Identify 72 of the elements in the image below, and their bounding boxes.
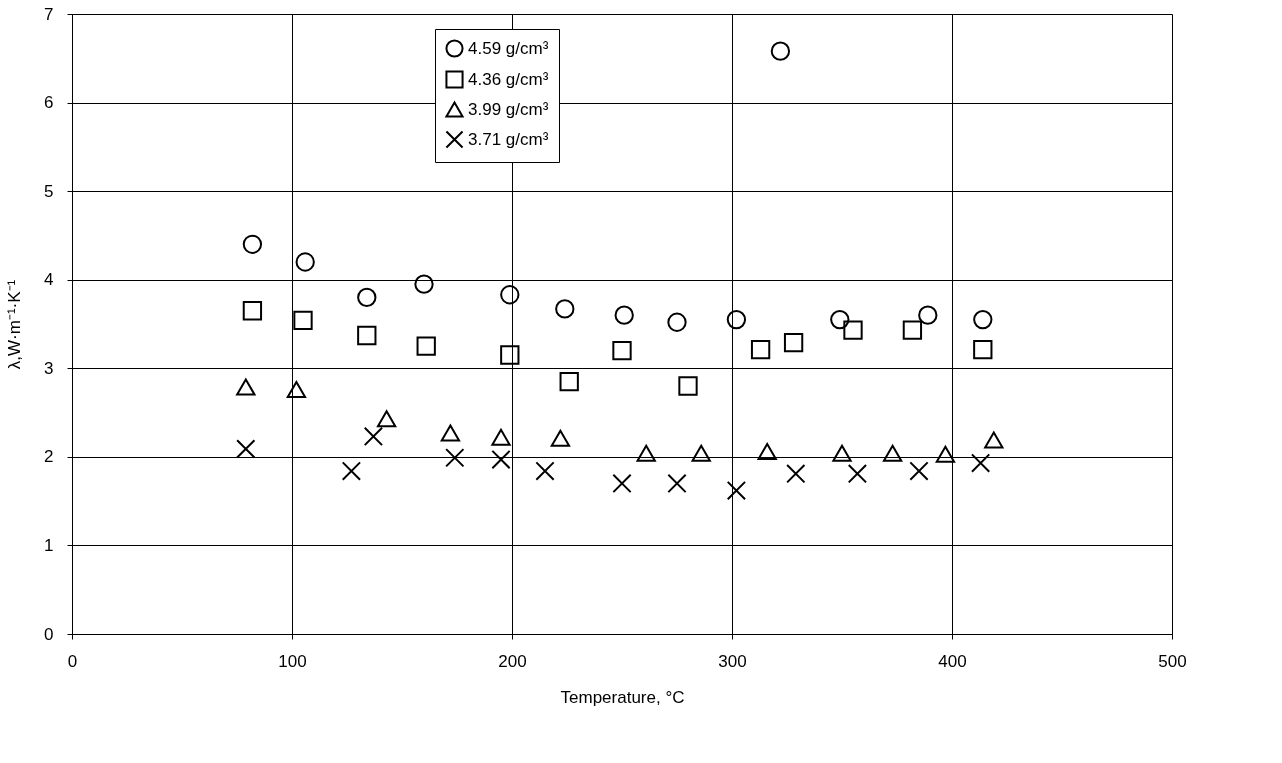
point: [500, 285, 520, 305]
point: [973, 309, 993, 330]
point: [757, 443, 777, 461]
point: [902, 320, 923, 340]
point: [236, 439, 256, 459]
point: [341, 461, 362, 481]
point: [918, 305, 938, 325]
y-tick-label: 7: [44, 4, 54, 24]
point: [770, 41, 791, 61]
point: [612, 340, 632, 361]
point: [295, 252, 315, 272]
point: [445, 448, 465, 468]
y-tick-label: 5: [44, 181, 54, 201]
point: [832, 444, 852, 462]
point: [414, 274, 434, 294]
point: [667, 312, 687, 332]
point: [786, 464, 806, 484]
legend-label: 3.99 g/cm³: [468, 99, 549, 119]
point: [678, 376, 698, 396]
point: [242, 301, 263, 321]
x-tick-label: 300: [718, 651, 747, 671]
point: [614, 305, 634, 325]
x-tick-label: 500: [1158, 651, 1187, 671]
y-tick-label: 6: [44, 93, 54, 113]
point: [612, 473, 632, 494]
point: [491, 428, 511, 446]
point: [535, 461, 555, 481]
x-tick-label: 200: [498, 651, 527, 671]
point: [416, 336, 436, 356]
point: [357, 325, 377, 346]
point: [843, 320, 863, 340]
point: [973, 340, 993, 360]
point: [236, 378, 256, 396]
point: [357, 287, 377, 308]
point: [491, 449, 511, 470]
point: [830, 309, 850, 330]
point: [783, 332, 804, 353]
point: [555, 299, 575, 319]
point: [293, 310, 313, 331]
point: [667, 473, 687, 494]
point: [550, 429, 571, 447]
point: [636, 444, 656, 462]
y-tick-label: 4: [44, 270, 54, 290]
y-tick-label: 3: [44, 358, 54, 378]
point: [847, 464, 868, 484]
x-tick-label: 0: [67, 651, 78, 671]
y-tick-label: 1: [44, 535, 54, 555]
point: [970, 453, 991, 473]
y-axis-title: λ,W·m⁻¹·K⁻¹: [5, 279, 25, 370]
point: [440, 424, 461, 442]
x-tick-label: 400: [938, 651, 967, 671]
legend-label: 4.59 g/cm³: [468, 38, 549, 58]
y-tick-label: 0: [44, 624, 54, 644]
point: [559, 371, 579, 392]
point: [984, 431, 1004, 449]
point: [726, 480, 747, 501]
point: [909, 461, 929, 481]
legend-label: 3.71 g/cm³: [468, 129, 549, 149]
x-axis-title: Temperature, °C: [560, 687, 685, 707]
point: [726, 309, 747, 330]
x-tick-label: 100: [278, 651, 307, 671]
point: [376, 410, 397, 428]
point: [242, 234, 263, 254]
point: [882, 444, 903, 462]
point: [500, 345, 520, 365]
point: [363, 426, 384, 447]
point: [750, 340, 771, 360]
y-tick-label: 2: [44, 447, 54, 467]
point: [286, 381, 307, 399]
legend-label: 4.36 g/cm³: [468, 69, 549, 89]
point: [935, 445, 956, 463]
point: [691, 444, 711, 462]
